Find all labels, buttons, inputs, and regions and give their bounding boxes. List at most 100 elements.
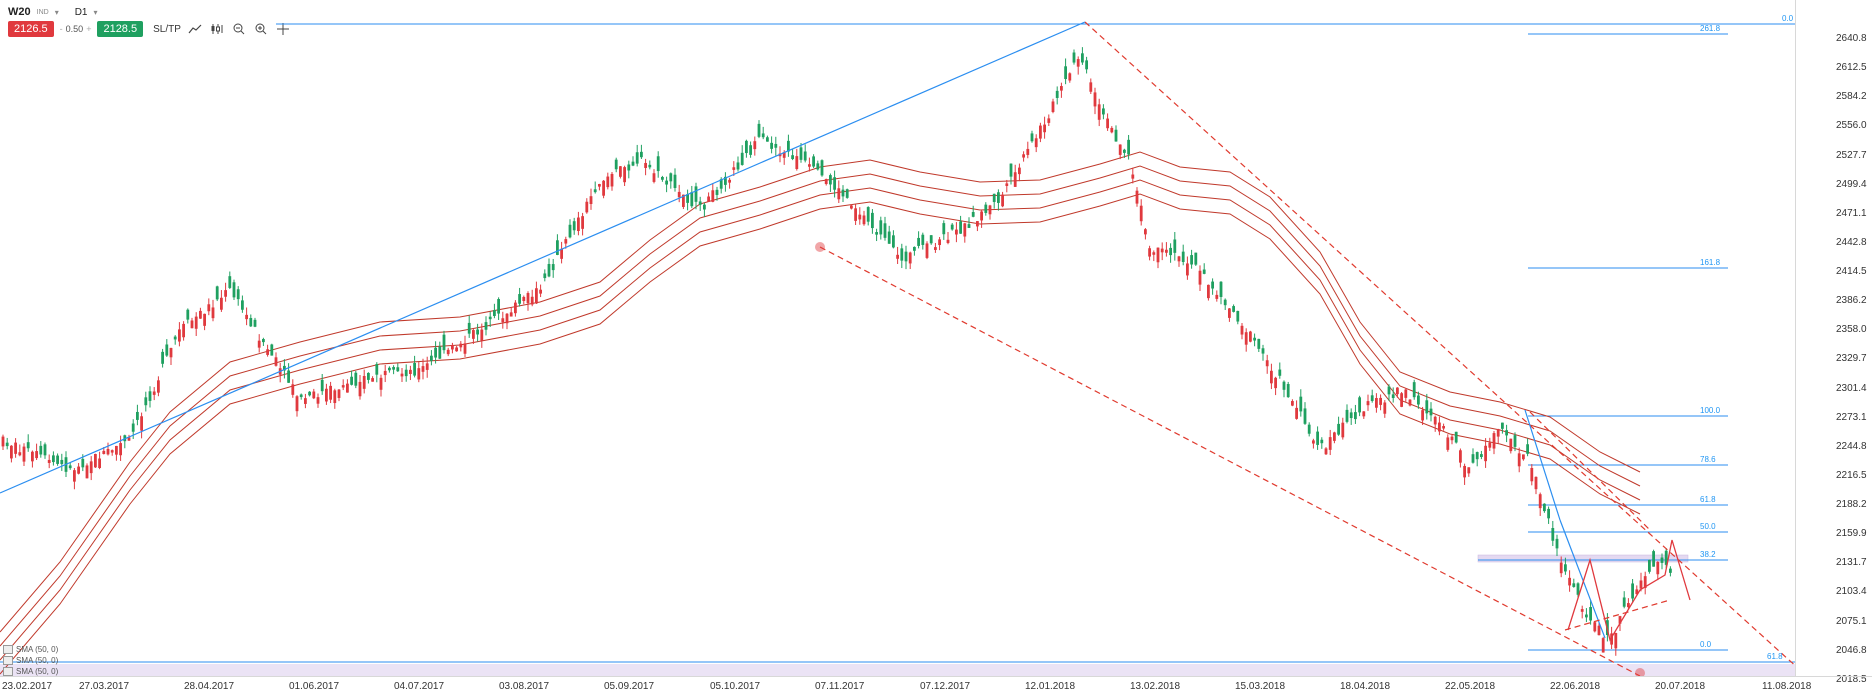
candle[interactable]	[1169, 243, 1172, 263]
candle[interactable]	[1505, 424, 1508, 443]
candle[interactable]	[707, 192, 710, 202]
candle[interactable]	[73, 468, 76, 490]
candle[interactable]	[522, 295, 526, 305]
candle[interactable]	[1555, 534, 1559, 556]
candle[interactable]	[698, 196, 702, 211]
candle[interactable]	[585, 198, 589, 214]
candle[interactable]	[791, 148, 794, 161]
zoom-out-icon[interactable]	[231, 21, 247, 37]
candle[interactable]	[1467, 467, 1471, 477]
downtrend-channel-lower[interactable]	[819, 246, 1641, 676]
candle[interactable]	[1051, 98, 1055, 114]
candle[interactable]	[1253, 333, 1256, 347]
candle[interactable]	[266, 344, 269, 357]
candle[interactable]	[892, 230, 895, 249]
candle[interactable]	[1463, 463, 1466, 485]
candle[interactable]	[409, 365, 412, 381]
candle[interactable]	[606, 172, 610, 190]
candle[interactable]	[438, 341, 442, 360]
candle[interactable]	[194, 312, 198, 336]
candle[interactable]	[669, 172, 673, 189]
candle[interactable]	[434, 341, 437, 364]
candle[interactable]	[728, 177, 731, 189]
candle[interactable]	[530, 289, 534, 307]
candle[interactable]	[1530, 464, 1534, 486]
candle[interactable]	[1643, 571, 1647, 595]
candle[interactable]	[325, 383, 328, 405]
candle[interactable]	[1538, 492, 1542, 516]
sma-legend-item[interactable]: SMA (50, 0)	[3, 644, 58, 655]
candle[interactable]	[656, 151, 660, 178]
candle[interactable]	[1391, 387, 1395, 403]
candles-icon[interactable]	[209, 21, 225, 37]
candle[interactable]	[1576, 582, 1580, 598]
candle[interactable]	[18, 444, 22, 457]
candle[interactable]	[1622, 591, 1626, 609]
candle[interactable]	[1349, 408, 1353, 425]
candle[interactable]	[1257, 338, 1261, 353]
candle[interactable]	[501, 311, 505, 329]
candle[interactable]	[1148, 245, 1151, 261]
candle[interactable]	[1068, 72, 1072, 83]
candle[interactable]	[908, 251, 912, 270]
candle[interactable]	[1484, 438, 1487, 468]
candle[interactable]	[1471, 448, 1475, 464]
candle[interactable]	[686, 189, 689, 211]
candle[interactable]	[900, 243, 904, 269]
candle[interactable]	[1345, 404, 1349, 424]
candle[interactable]	[211, 299, 215, 322]
candle[interactable]	[946, 232, 950, 245]
candle[interactable]	[1450, 434, 1454, 445]
candle[interactable]	[1501, 422, 1504, 434]
candle[interactable]	[896, 246, 899, 264]
candle[interactable]	[560, 241, 563, 264]
candle[interactable]	[631, 156, 635, 167]
candle[interactable]	[425, 356, 429, 378]
anchor-marker[interactable]	[815, 242, 825, 252]
candle[interactable]	[971, 205, 975, 218]
candle[interactable]	[35, 443, 38, 460]
candle[interactable]	[488, 311, 492, 327]
candle[interactable]	[598, 183, 601, 191]
candle[interactable]	[1517, 447, 1521, 473]
candle[interactable]	[866, 206, 870, 226]
symbol-dropdown-icon[interactable]: ▾	[54, 7, 59, 17]
price-chart[interactable]	[0, 0, 1795, 676]
candle[interactable]	[161, 348, 164, 368]
candle[interactable]	[484, 316, 488, 336]
candle[interactable]	[997, 189, 1000, 211]
candle[interactable]	[1341, 417, 1345, 440]
candle[interactable]	[1265, 354, 1269, 374]
candle[interactable]	[1547, 506, 1550, 524]
candle[interactable]	[308, 391, 311, 397]
candle[interactable]	[1181, 244, 1185, 266]
candle[interactable]	[278, 362, 282, 383]
candle[interactable]	[1005, 179, 1009, 193]
candle[interactable]	[274, 352, 278, 367]
candle[interactable]	[871, 209, 874, 234]
candle[interactable]	[1270, 363, 1273, 390]
candle[interactable]	[1312, 438, 1315, 449]
candle[interactable]	[1236, 310, 1240, 325]
candle[interactable]	[136, 404, 139, 426]
candle[interactable]	[551, 258, 555, 278]
candle[interactable]	[1337, 416, 1340, 436]
timeframe-selector[interactable]: D1	[74, 6, 88, 18]
candle[interactable]	[1030, 130, 1034, 143]
zoom-in-icon[interactable]	[253, 21, 269, 37]
price-axis[interactable]: 2640.8 2612.5 2584.2 2556.0 2527.7 2499.4 2471…	[1795, 0, 1872, 685]
candle[interactable]	[1379, 394, 1382, 411]
candle[interactable]	[1089, 78, 1093, 95]
candle[interactable]	[262, 337, 265, 346]
time-axis[interactable]: 23.02.2017 27.03.2017 28.04.2017 01.06.2017…	[0, 676, 1872, 699]
anchor-marker[interactable]	[1635, 668, 1645, 676]
candle[interactable]	[186, 308, 190, 324]
candle[interactable]	[1362, 411, 1366, 419]
candle[interactable]	[1047, 114, 1051, 127]
candle[interactable]	[1228, 307, 1231, 322]
candle[interactable]	[665, 176, 668, 193]
candle[interactable]	[841, 185, 845, 203]
candle[interactable]	[392, 365, 395, 375]
candle[interactable]	[77, 463, 80, 475]
candle[interactable]	[803, 144, 807, 163]
